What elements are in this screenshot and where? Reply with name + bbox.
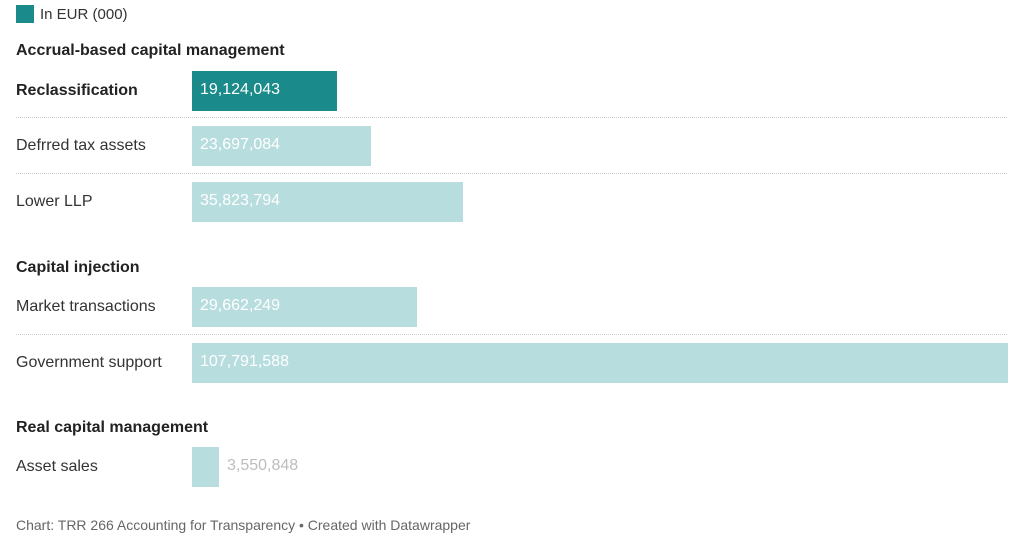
bar: [192, 447, 219, 487]
bar-row: Government support 107,791,588: [0, 343, 1024, 383]
legend: In EUR (000): [16, 4, 128, 24]
bar-row: Market transactions 29,662,249: [0, 287, 1024, 327]
bar-row: Defrred tax assets 23,697,084: [0, 126, 1024, 166]
group-title: Accrual-based capital management: [16, 42, 285, 59]
bar-value-label: 23,697,084: [200, 136, 281, 153]
bar-value-label: 3,550,848: [227, 457, 299, 474]
row-divider: [16, 334, 1007, 335]
bar-row: Reclassification 19,124,043: [0, 71, 1024, 111]
row-divider: [16, 173, 1007, 174]
bar: [192, 287, 417, 327]
bar-row: Asset sales 3,550,848: [0, 447, 1024, 487]
bar-value-label: 19,124,043: [200, 81, 281, 98]
row-divider: [16, 117, 1007, 118]
bar: [192, 71, 337, 111]
bar: [192, 343, 1008, 383]
bar-label: Lower LLP: [16, 193, 93, 210]
bar-value-label: 29,662,249: [200, 297, 281, 314]
bar-label: Government support: [16, 354, 162, 371]
bar: [192, 126, 371, 166]
legend-label: In EUR (000): [40, 5, 128, 23]
group-title: Capital injection: [16, 259, 140, 276]
legend-swatch: [16, 5, 34, 23]
bar: [192, 182, 463, 222]
bar-label: Market transactions: [16, 298, 156, 315]
bar-label: Reclassification: [16, 82, 138, 99]
bar-label: Defrred tax assets: [16, 137, 146, 154]
chart-footer: Chart: TRR 266 Accounting for Transparen…: [16, 517, 471, 533]
bar-value-label: 107,791,588: [200, 353, 289, 370]
bar-label: Asset sales: [16, 458, 98, 475]
group-title: Real capital management: [16, 419, 209, 436]
bar-row: Lower LLP 35,823,794: [0, 182, 1024, 222]
bar-value-label: 35,823,794: [200, 192, 281, 209]
